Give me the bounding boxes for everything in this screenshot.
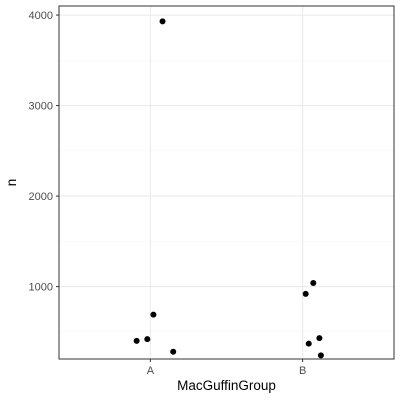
data-point — [133, 337, 140, 344]
y-tick-label: 1000 — [29, 282, 53, 294]
minor-gridlines — [59, 60, 394, 333]
data-point — [302, 290, 309, 297]
data-point — [310, 279, 317, 286]
y-tick-label: 2000 — [29, 191, 53, 203]
y-axis-title: n — [4, 179, 19, 187]
y-tick-label: 4000 — [29, 10, 53, 22]
x-tick-label: A — [147, 365, 155, 377]
data-points — [133, 18, 324, 359]
y-tick-label: 3000 — [29, 101, 53, 113]
data-point — [159, 18, 166, 25]
data-point — [170, 348, 177, 355]
data-point — [150, 311, 157, 318]
data-point — [305, 340, 312, 347]
y-axis-ticks: 1000 2000 3000 4000 — [29, 10, 59, 294]
x-tick-label: B — [299, 365, 306, 377]
panel-border — [58, 5, 395, 360]
data-point — [317, 352, 324, 359]
x-axis-title: MacGuffinGroup — [177, 378, 276, 393]
data-point — [316, 335, 323, 342]
major-gridlines — [59, 6, 394, 359]
data-point — [144, 336, 151, 343]
